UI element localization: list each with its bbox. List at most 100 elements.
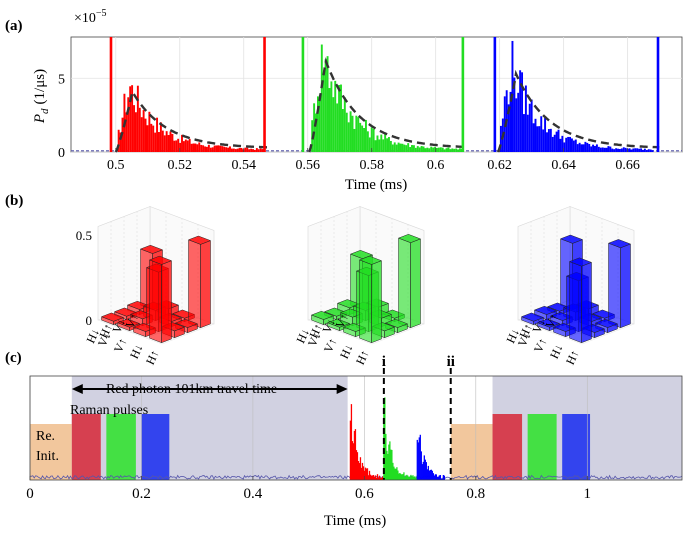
panel-a-bar-blue [578,142,581,152]
density-bar-face-top [100,312,125,322]
panel-a-bar-green [388,137,390,152]
density-bar-face-right [200,240,211,329]
panel-a-bar-blue [563,142,566,152]
panel-a-bar-green [420,146,423,152]
panel-a-bar-green [416,146,419,152]
panel-a-bar-green [353,128,356,152]
panel-a-bar-red [246,147,249,152]
panel-a-bar-blue [515,98,518,152]
panel-a-bar-green [424,148,427,152]
panel-c-x-tick-label-2: 0.4 [244,486,263,502]
panel-a-bar-red [171,133,174,152]
density-bar-face-top [148,255,173,265]
panel-a-bar-red [134,112,137,152]
density-bar [310,310,335,326]
panel-a-bar-blue [618,149,621,152]
panel-a-bar-blue [561,135,564,152]
panel-a-bar-blue [636,148,639,152]
panel-a-bar-red [250,148,253,152]
panel-a-bar-red [257,149,260,152]
panel-a-bar-green [380,134,383,152]
panel-a-y-tick-label-0: 0 [58,146,65,161]
panel-a-bar-green [397,142,400,152]
panel-a-bar-red [244,147,247,152]
panel-a-bar-red [196,144,199,152]
panel-a-bar-green [455,148,458,152]
panel-a-bar-green [341,109,344,152]
density-row-label: H↑ [306,321,325,340]
density-bar-face-top [594,318,619,328]
density-floor-gridline [517,319,583,345]
density-col-label: H↓ [337,342,356,361]
panel-a-bar-green [318,94,321,152]
panel-a-bar-blue [613,149,616,152]
panel-a-bar-blue [524,85,527,152]
panel-a-x-label: Time (ms) [345,177,407,193]
panel-a-bar-green [364,119,367,152]
panel-a-bar-green [386,138,389,152]
density-bar [100,312,125,326]
panel-a-bar-blue [647,149,650,152]
panel-a-bar-blue [580,144,583,152]
panel-c-raman-pulse-3 [492,414,523,480]
density-floor-gridline [371,323,425,345]
panel-a-y-ticks: 05 [58,72,65,161]
panel-a-bar-blue [615,148,618,152]
panel-a-bar-blue [517,92,520,152]
panel-a-bar-green [351,115,354,152]
density-bar-face-top [139,244,164,254]
panel-a-bar-green [355,115,358,152]
panel-a-bar-green [334,80,337,152]
panel-a-bar-green [330,81,333,152]
panel-a-bar-red [215,145,218,152]
density-row-label: H↑ [516,321,535,340]
density-bar-face-left [608,242,621,329]
density-row-label: V↓ [529,316,548,335]
panel-c-raman-pulse-0 [71,414,101,480]
panel-a-bar-red [163,135,166,152]
panel-c-x-tick-label-1: 0.2 [132,486,151,502]
panel-a-bar-red [259,148,262,152]
panel-a-bar-red [156,117,159,152]
panel-a-bar-green [403,144,406,152]
panel-a-bar-blue [576,144,579,152]
density-bar-face-top [536,318,561,328]
travel-time-label: Red photon 101km travel time [106,382,277,397]
panel-c-travel-arrow [71,384,348,394]
panel-a-bar-blue [595,144,598,152]
density-col-label: V↓ [305,330,324,349]
density-col-label: H↓ [547,342,566,361]
panel-a-bar-red [217,145,220,152]
panel-a-bar-green [328,88,331,152]
panel-a-bar-blue [634,148,637,152]
panel-a-bar-red [184,139,187,152]
panel-a-bar-blue [546,132,548,152]
panel-a-bar-green [393,142,396,152]
density-bar-face-top [116,318,141,328]
panel-a-bar-red [144,118,147,152]
panel-a-bar-blue [507,104,510,152]
panel-a-bar-green [434,146,437,152]
panel-c-raman-pulse-4 [527,414,557,480]
panel-a-fit-curve-0 [114,88,270,153]
panel-a-bar-red [181,134,183,152]
panel-a-bar-red [207,144,210,152]
density-bar [397,234,422,329]
panel-a-bar-red [221,146,224,152]
density-row-label: V↑ [122,311,141,330]
panel-b-label: (b) [5,193,23,209]
panel-a-bar-green [426,147,429,152]
panel-a-bar-red [136,85,139,152]
panel-a-bar-red [146,125,149,152]
density-row-label: V↑ [542,311,561,330]
panel-a-bar-green [436,147,438,152]
density-floor-gridline [307,319,373,345]
panel-c-label: (c) [5,350,22,366]
panel-a-bar-green [359,122,362,152]
panel-a-bar-blue [574,139,577,152]
panel-a-x-tick-label-8: 0.66 [615,158,640,173]
panel-a-bar-blue [553,134,556,152]
panel-a-bar-green [395,144,398,152]
density-bar-face-left [188,239,201,329]
panel-a-bar-green [439,147,442,152]
